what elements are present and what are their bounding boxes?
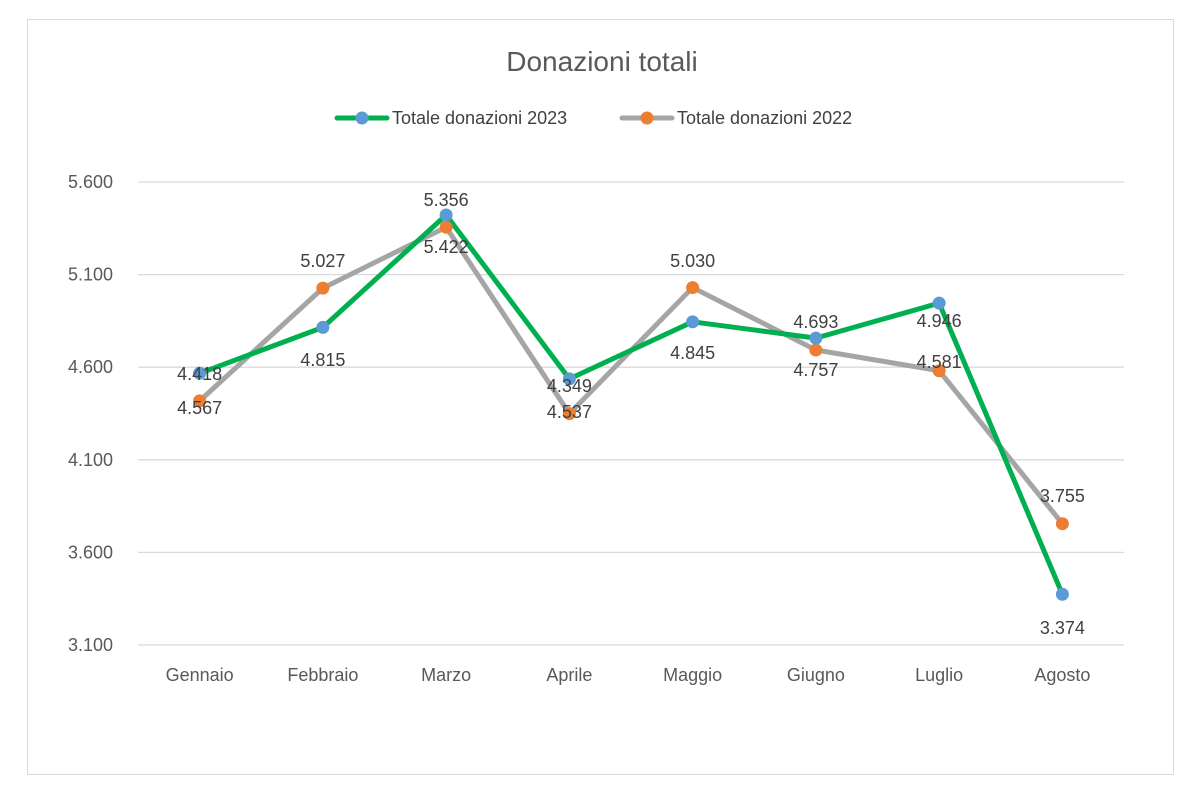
data-point	[1055, 517, 1069, 531]
series-line	[197, 224, 1065, 527]
data-label: 4.418	[177, 364, 222, 384]
data-label: 5.030	[670, 251, 715, 271]
x-tick-label: Luglio	[915, 665, 963, 685]
data-point	[439, 220, 453, 234]
legend-swatch-marker	[640, 111, 654, 125]
data-label: 5.422	[424, 237, 469, 257]
data-point	[193, 366, 207, 380]
data-point	[686, 281, 700, 295]
data-point	[562, 372, 576, 386]
data-point	[932, 296, 946, 310]
x-tick-label: Aprile	[546, 665, 592, 685]
data-point	[562, 407, 576, 421]
x-tick-label: Agosto	[1034, 665, 1090, 685]
data-label: 4.537	[547, 402, 592, 422]
x-axis: Gennaio Febbraio Marzo Aprile Maggio Giugno Lu…	[166, 665, 1091, 685]
legend-label: Totale donazioni 2022	[677, 108, 852, 128]
data-point	[1055, 587, 1069, 601]
data-point	[686, 315, 700, 329]
data-label: 4.567	[177, 398, 222, 418]
data-label: 3.374	[1040, 618, 1085, 638]
y-tick-label: 3.600	[68, 542, 113, 562]
x-tick-label: Marzo	[421, 665, 471, 685]
legend: Totale donazioni 2023 Totale donazioni 20…	[334, 108, 852, 128]
y-tick-label: 5.100	[68, 265, 113, 285]
chart-frame	[27, 19, 1174, 775]
y-axis: 3.100 3.600 4.100 4.600 5.100 5.600	[68, 172, 113, 655]
x-tick-label: Febbraio	[287, 665, 358, 685]
data-point	[809, 343, 823, 357]
x-tick-label: Gennaio	[166, 665, 234, 685]
data-point	[193, 394, 207, 408]
data-labels: 4.567 4.815 5.422 4.537 4.845 4.757 4.946 3.374…	[177, 190, 1085, 638]
data-point	[439, 208, 453, 222]
data-label: 4.946	[917, 311, 962, 331]
x-tick-label: Maggio	[663, 665, 722, 685]
data-point	[316, 281, 330, 295]
series-group	[193, 208, 1069, 601]
legend-swatch-marker	[355, 111, 369, 125]
data-label: 4.581	[917, 352, 962, 372]
chart-title: Donazioni totali	[506, 46, 697, 77]
data-label: 5.027	[300, 251, 345, 271]
data-point	[316, 320, 330, 334]
data-label: 4.349	[547, 376, 592, 396]
series-line	[197, 212, 1065, 597]
y-tick-label: 4.100	[68, 450, 113, 470]
gridlines	[138, 181, 1124, 646]
data-point	[809, 331, 823, 345]
y-tick-label: 5.600	[68, 172, 113, 192]
data-label: 4.757	[793, 360, 838, 380]
legend-label: Totale donazioni 2023	[392, 108, 567, 128]
y-tick-label: 4.600	[68, 357, 113, 377]
data-point	[932, 364, 946, 378]
data-label: 5.356	[424, 190, 469, 210]
data-label: 4.693	[793, 312, 838, 332]
y-tick-label: 3.100	[68, 635, 113, 655]
data-label: 3.755	[1040, 486, 1085, 506]
x-tick-label: Giugno	[787, 665, 845, 685]
data-label: 4.815	[300, 350, 345, 370]
data-label: 4.845	[670, 343, 715, 363]
